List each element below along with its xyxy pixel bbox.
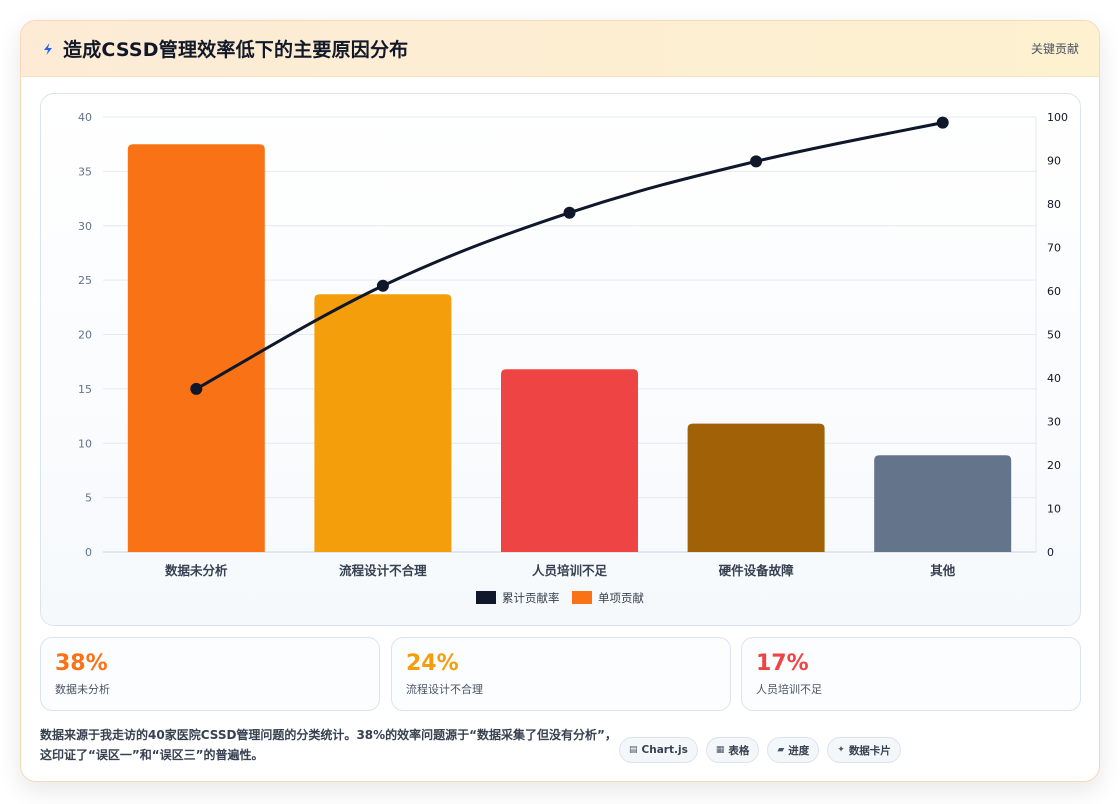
y-right-tick-label: 70: [1047, 242, 1061, 255]
y-right-tick-label: 0: [1047, 546, 1054, 559]
chart-card: 造成CSSD管理效率低下的主要原因分布 关键贡献 0 5 10 15 20 25 30 35 4…: [20, 20, 1100, 782]
legend-label: 单项贡献: [598, 591, 644, 605]
stat-card: 24% 流程设计不合理: [391, 637, 731, 711]
y-left-tick-label: 5: [85, 492, 92, 505]
legend-label: 累计贡献率: [502, 591, 560, 605]
sparkle-icon: ✦: [837, 745, 845, 755]
pareto-chart: 0 5 10 15 20 25 30 35 40 0 10 20 30 40 50 60 70 80 90 100 数据…: [78, 111, 1068, 605]
y-left-tick-label: 35: [78, 165, 92, 178]
x-tick-label: 流程设计不合理: [339, 563, 427, 578]
badge-progress: ▰ 进度: [767, 737, 820, 763]
stat-value: 38%: [55, 651, 108, 676]
bar: [501, 369, 638, 552]
page-title: 造成CSSD管理效率低下的主要原因分布: [63, 39, 409, 61]
badge-table: ▦ 表格: [705, 737, 760, 763]
y-left-tick-label: 20: [78, 329, 92, 342]
stat-card: 17% 人员培训不足: [741, 637, 1081, 711]
cumulative-point: [376, 279, 389, 292]
y-right-tick-label: 40: [1047, 372, 1061, 385]
data-source-note: 数据来源于我走访的40家医院CSSD管理问题的分类统计。38%的效率问题源于“数…: [40, 728, 617, 762]
y-right-tick-label: 10: [1047, 503, 1061, 516]
bar: [127, 144, 265, 552]
bar: [314, 294, 452, 552]
x-tick-label: 数据未分析: [164, 563, 228, 578]
header-title-group: 造成CSSD管理效率低下的主要原因分布: [41, 35, 408, 62]
y-right-tick-label: 50: [1047, 329, 1061, 342]
stat-label: 人员培训不足: [756, 683, 822, 696]
lightning-bolt-icon: [44, 42, 52, 55]
badge-label: 数据卡片: [848, 744, 891, 757]
stat-card: 38% 数据未分析: [40, 637, 380, 711]
y-left-tick-label: 15: [78, 383, 92, 396]
y-left-tick-label: 30: [78, 220, 92, 233]
x-tick-label: 其他: [930, 563, 956, 578]
cumulative-point: [750, 155, 763, 168]
stat-cards: 38% 数据未分析 24% 流程设计不合理 17% 人员培训不足: [40, 637, 1081, 711]
cumulative-point: [936, 116, 949, 129]
y-left-tick-label: 0: [85, 546, 92, 559]
badge-label: 进度: [788, 744, 810, 757]
y-left-tick-label: 25: [78, 274, 92, 287]
y-right-tick-label: 100: [1047, 111, 1068, 124]
chart-icon: ▤: [629, 745, 638, 755]
legend-swatch: [476, 591, 496, 604]
y-right-tick-label: 30: [1047, 416, 1061, 429]
stat-value: 24%: [406, 651, 459, 676]
badge-data-card: ✦ 数据卡片: [827, 737, 901, 763]
x-tick-label: 人员培训不足: [532, 563, 608, 578]
tech-badges: ▤ Chart.js ▦ 表格 ▰ 进度 ✦ 数据卡片: [619, 737, 901, 763]
card-header: 造成CSSD管理效率低下的主要原因分布 关键贡献: [21, 21, 1099, 77]
stat-label: 流程设计不合理: [406, 683, 483, 696]
progress-icon: ▰: [777, 745, 785, 755]
chart-panel: 0 5 10 15 20 25 30 35 40 0 10 20 30 40 50 60 70 80 90 100 数据…: [40, 93, 1081, 626]
cumulative-point: [190, 382, 203, 395]
bar: [687, 423, 825, 552]
y-right-tick-label: 80: [1047, 198, 1061, 211]
badge-chartjs: ▤ Chart.js: [619, 737, 698, 763]
y-right-tick-label: 20: [1047, 459, 1061, 472]
stat-value: 17%: [756, 651, 809, 676]
table-icon: ▦: [715, 745, 725, 755]
cumulative-point: [563, 206, 576, 219]
legend-swatch: [572, 591, 592, 604]
x-tick-label: 硬件设备故障: [719, 563, 795, 578]
badge-label: Chart.js: [641, 744, 688, 756]
badge-label: 表格: [728, 744, 750, 757]
stat-label: 数据未分析: [55, 683, 110, 696]
y-right-tick-label: 60: [1047, 285, 1061, 298]
bar: [874, 455, 1012, 552]
y-left-tick-label: 10: [78, 437, 92, 450]
cumulative-line: [195, 121, 944, 391]
y-right-tick-label: 90: [1047, 155, 1061, 168]
header-tag: 关键贡献: [1030, 42, 1079, 56]
y-left-tick-label: 40: [78, 111, 92, 124]
